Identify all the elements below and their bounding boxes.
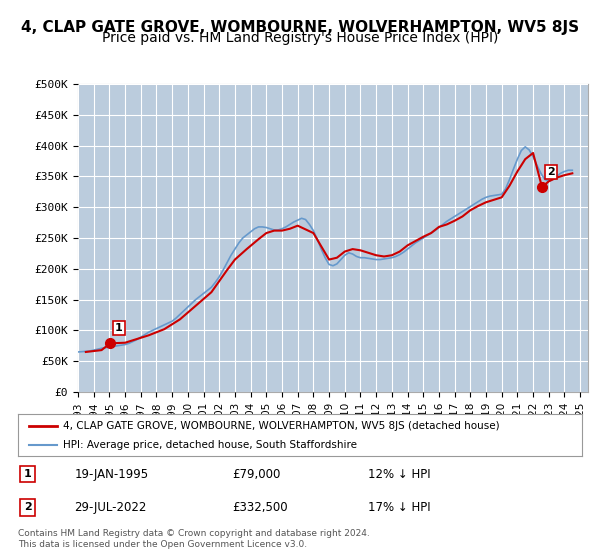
Text: HPI: Average price, detached house, South Staffordshire: HPI: Average price, detached house, Sout… [63, 440, 357, 450]
Text: 12% ↓ HPI: 12% ↓ HPI [368, 468, 430, 480]
Text: 2: 2 [23, 502, 31, 512]
Text: 1: 1 [23, 469, 31, 479]
Text: £332,500: £332,500 [232, 501, 288, 514]
Text: 17% ↓ HPI: 17% ↓ HPI [368, 501, 430, 514]
Text: 2: 2 [547, 167, 554, 177]
Text: Contains HM Land Registry data © Crown copyright and database right 2024.
This d: Contains HM Land Registry data © Crown c… [18, 529, 370, 549]
Bar [78, 84, 588, 392]
Text: 4, CLAP GATE GROVE, WOMBOURNE, WOLVERHAMPTON, WV5 8JS (detached house): 4, CLAP GATE GROVE, WOMBOURNE, WOLVERHAM… [63, 421, 500, 431]
Text: 19-JAN-1995: 19-JAN-1995 [74, 468, 149, 480]
Text: 4, CLAP GATE GROVE, WOMBOURNE, WOLVERHAMPTON, WV5 8JS: 4, CLAP GATE GROVE, WOMBOURNE, WOLVERHAM… [21, 20, 579, 35]
Text: 1: 1 [115, 323, 122, 333]
Text: 29-JUL-2022: 29-JUL-2022 [74, 501, 147, 514]
Text: Price paid vs. HM Land Registry's House Price Index (HPI): Price paid vs. HM Land Registry's House … [102, 31, 498, 45]
Text: £79,000: £79,000 [232, 468, 281, 480]
